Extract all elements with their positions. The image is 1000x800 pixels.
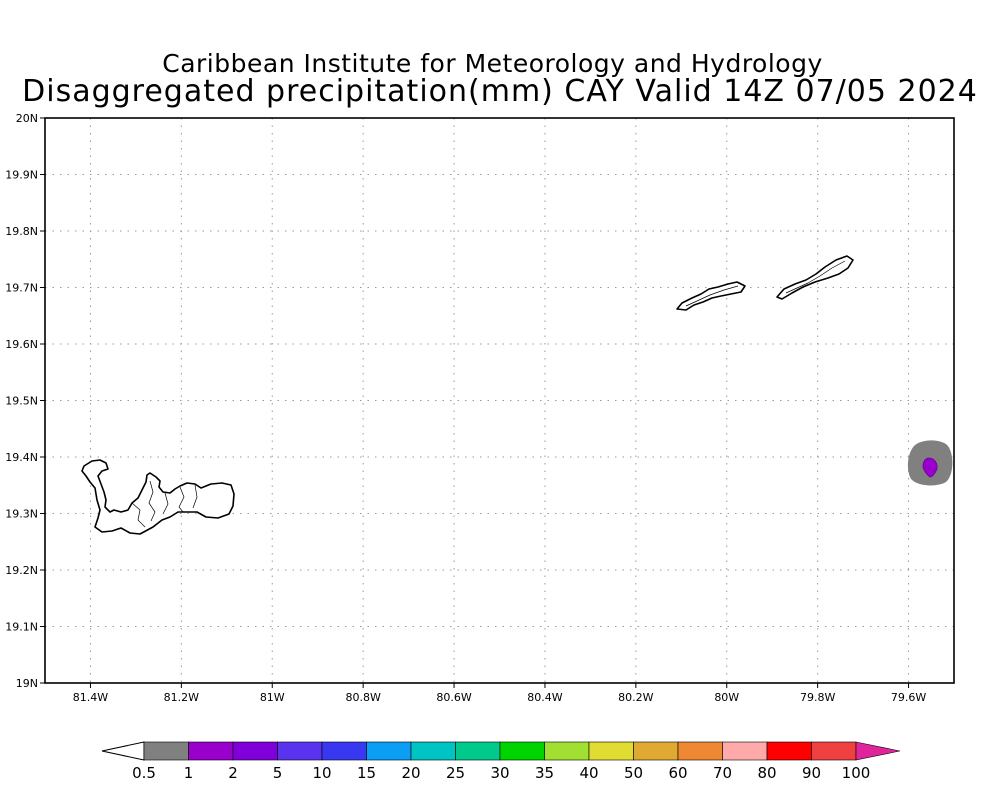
colorbar-label: 90	[802, 764, 821, 782]
lon-tick-label: 81W	[260, 691, 285, 704]
colorbar-label: 10	[312, 764, 331, 782]
colorbar-label: 60	[668, 764, 687, 782]
colorbar-label: 35	[535, 764, 554, 782]
lat-tick-label: 19N	[16, 677, 38, 690]
colorbar-swatch	[277, 741, 323, 761]
colorbar-swatch	[410, 741, 456, 761]
colorbar: 0.5 1 2 5 10 15 20 25 30 35 40 50 60 70 80 90 100	[101, 741, 901, 782]
lat-tick-label: 19.6N	[5, 338, 38, 351]
lat-tick-label: 19.1N	[5, 621, 38, 634]
colorbar-swatch	[633, 741, 679, 761]
colorbar-swatch	[321, 741, 367, 761]
colorbar-swatch	[677, 741, 723, 761]
colorbar-label: 50	[624, 764, 643, 782]
lon-tick-label: 80.4W	[527, 691, 562, 704]
institute-title: Caribbean Institute for Meteorology and …	[162, 49, 823, 78]
colorbar-label: 2	[228, 764, 238, 782]
lat-tick-label: 19.5N	[5, 395, 38, 408]
product-title: Disaggregated precipitation(mm) CAY Vali…	[22, 74, 978, 109]
colorbar-over-triangle	[855, 741, 901, 761]
grid-lines	[45, 118, 954, 683]
lon-tick-label: 79.6W	[891, 691, 926, 704]
colorbar-swatch	[143, 741, 189, 761]
precipitation-shading	[907, 440, 953, 486]
lon-tick-label: 80.6W	[436, 691, 471, 704]
precip-cell-core	[922, 457, 938, 478]
axis-ticks: 81.4W 81.2W 81W 80.8W 80.6W 80.4W 80.2W 80W 79.8…	[5, 112, 926, 704]
colorbar-label: 15	[357, 764, 376, 782]
colorbar-label: 40	[579, 764, 598, 782]
little-cayman-inner	[685, 285, 739, 307]
colorbar-swatch	[188, 741, 234, 761]
colorbar-label: 1	[184, 764, 194, 782]
colorbar-swatch	[455, 741, 501, 761]
colorbar-label: 25	[446, 764, 465, 782]
grand-cayman-island	[81, 459, 235, 535]
colorbar-label: 0.5	[132, 764, 156, 782]
colorbar-swatch	[366, 741, 412, 761]
lat-tick-label: 19.2N	[5, 564, 38, 577]
colorbar-swatch	[544, 741, 590, 761]
colorbar-label: 20	[401, 764, 420, 782]
lat-tick-label: 19.3N	[5, 508, 38, 521]
lat-tick-label: 20N	[16, 112, 38, 125]
lat-tick-label: 19.7N	[5, 282, 38, 295]
colorbar-swatch	[766, 741, 812, 761]
lat-tick-label: 19.8N	[5, 225, 38, 238]
coastlines	[81, 255, 854, 535]
grand-cayman-districts	[131, 480, 198, 528]
lon-tick-label: 80.8W	[345, 691, 380, 704]
lon-tick-label: 80.2W	[618, 691, 653, 704]
colorbar-label: 30	[490, 764, 509, 782]
colorbar-label: 100	[842, 764, 871, 782]
colorbar-swatch	[722, 741, 768, 761]
lat-tick-label: 19.9N	[5, 169, 38, 182]
lon-tick-label: 79.8W	[800, 691, 835, 704]
lon-tick-label: 80W	[714, 691, 739, 704]
colorbar-under-triangle	[101, 741, 145, 761]
colorbar-label: 80	[757, 764, 776, 782]
cayman-brac-inner	[785, 260, 846, 294]
colorbar-swatch	[811, 741, 857, 761]
colorbar-swatch	[499, 741, 545, 761]
colorbar-label: 70	[713, 764, 732, 782]
lon-tick-label: 81.2W	[164, 691, 199, 704]
colorbar-swatch	[232, 741, 278, 761]
lat-tick-label: 19.4N	[5, 451, 38, 464]
lon-tick-label: 81.4W	[73, 691, 108, 704]
colorbar-swatch	[588, 741, 634, 761]
colorbar-label: 5	[273, 764, 283, 782]
